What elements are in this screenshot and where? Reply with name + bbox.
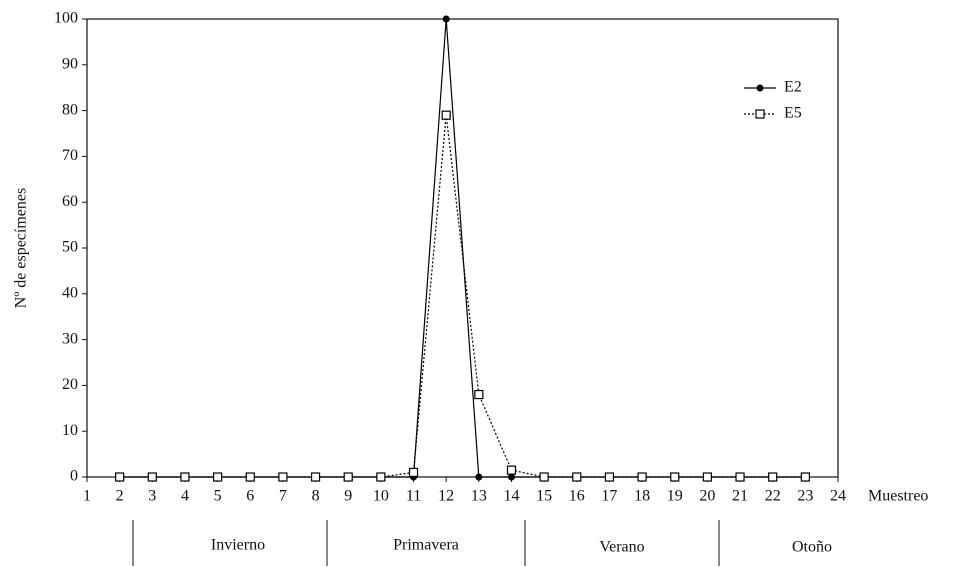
x-tick-label: 17 <box>601 488 617 505</box>
x-tick-label: 1 <box>83 488 91 505</box>
data-point <box>343 472 353 482</box>
series-line <box>119 115 806 478</box>
data-point <box>572 472 582 482</box>
data-point <box>735 472 745 482</box>
data-point <box>442 15 450 23</box>
x-axis-label: Muestreo <box>868 488 928 505</box>
y-tick-label: 70 <box>62 147 78 164</box>
y-tick-label: 30 <box>62 330 78 347</box>
series-line <box>119 18 806 478</box>
season-label: Invierno <box>211 537 265 554</box>
data-point <box>702 472 712 482</box>
data-point <box>441 110 451 120</box>
data-point <box>637 472 647 482</box>
data-point <box>408 467 419 478</box>
y-tick-label: 10 <box>62 422 78 439</box>
x-tick-label: 8 <box>312 488 320 505</box>
y-tick-label: 80 <box>62 101 78 118</box>
x-tick-label: 13 <box>471 488 487 505</box>
legend-label: E5 <box>784 105 802 122</box>
y-axis-label: Nº de especímenes <box>13 188 30 308</box>
x-tick-label: 14 <box>503 488 519 505</box>
x-tick-label: 15 <box>536 488 552 505</box>
x-tick-label: 2 <box>116 488 124 505</box>
legend-label: E2 <box>784 79 802 96</box>
y-tick-label: 50 <box>62 239 78 256</box>
data-point <box>539 472 549 482</box>
x-tick-label: 24 <box>830 488 846 505</box>
x-tick-label: 23 <box>797 488 813 505</box>
x-tick-label: 21 <box>732 488 748 505</box>
data-point <box>506 465 517 475</box>
y-tick-label: 90 <box>62 55 78 72</box>
season-label: Primavera <box>393 537 459 554</box>
x-tick-label: 3 <box>148 488 156 505</box>
data-point <box>507 473 515 481</box>
data-point <box>310 472 321 482</box>
data-point <box>475 473 483 481</box>
data-point <box>213 472 223 482</box>
x-tick-label: 16 <box>569 488 585 505</box>
legend-marker <box>755 109 765 119</box>
y-tick-label: 60 <box>62 193 78 210</box>
data-point <box>800 472 810 482</box>
data-point <box>474 389 484 400</box>
x-tick-label: 20 <box>699 488 715 505</box>
x-tick-label: 19 <box>667 488 683 505</box>
data-point <box>376 472 386 482</box>
legend-marker <box>756 84 764 92</box>
data-point <box>604 472 615 482</box>
data-point <box>245 472 255 482</box>
x-tick-label: 4 <box>181 488 189 505</box>
data-point <box>670 472 680 482</box>
data-point <box>768 472 778 482</box>
data-point <box>180 472 190 482</box>
x-tick-label: 11 <box>406 488 421 505</box>
x-tick-label: 7 <box>279 488 287 505</box>
data-point <box>278 472 288 482</box>
y-tick-label: 100 <box>54 10 78 27</box>
data-point <box>147 472 157 482</box>
x-tick-label: 12 <box>438 488 454 505</box>
y-tick-label: 20 <box>62 376 78 393</box>
data-point <box>115 472 125 482</box>
y-tick-label: 40 <box>62 284 78 301</box>
season-label: Verano <box>599 539 644 556</box>
x-tick-label: 6 <box>246 488 254 505</box>
x-tick-label: 10 <box>373 488 389 505</box>
x-tick-label: 5 <box>214 488 222 505</box>
x-tick-label: 9 <box>344 488 352 505</box>
x-tick-label: 22 <box>765 488 781 505</box>
y-tick-label: 0 <box>70 468 78 485</box>
season-label: Otoño <box>792 539 832 556</box>
x-tick-label: 18 <box>634 488 650 505</box>
